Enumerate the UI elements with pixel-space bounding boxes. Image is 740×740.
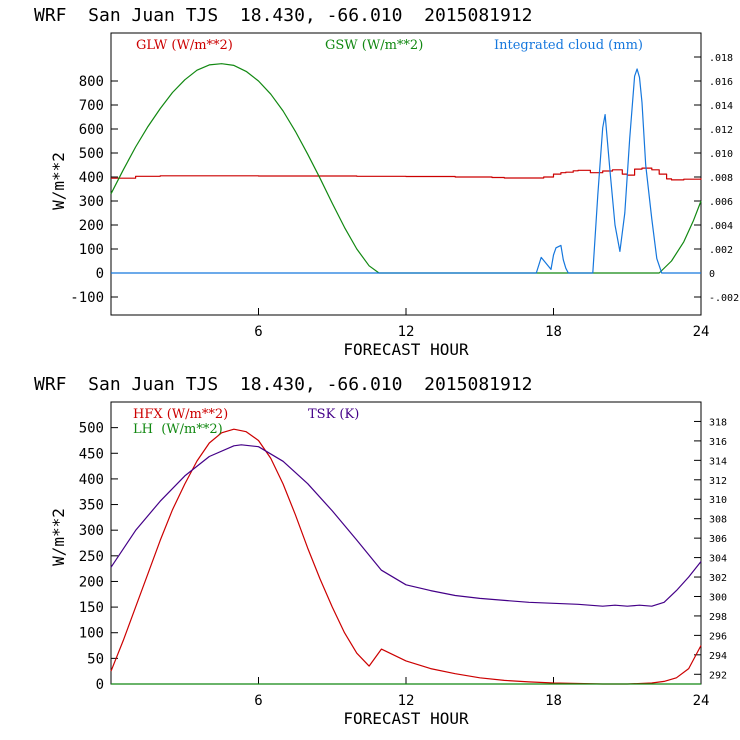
- y2-tick-label: 314: [709, 456, 727, 467]
- y-tick-label: 600: [79, 122, 104, 138]
- y2-tick-label: .012: [709, 125, 733, 136]
- y2-tick-label: 296: [709, 631, 727, 642]
- y2-tick-label: .008: [709, 173, 733, 184]
- panel-1-series: [110, 63, 702, 274]
- y2-tick-label: 292: [709, 670, 727, 681]
- y-tick-label: 300: [79, 194, 104, 210]
- panel-2-plot-frame: [110, 401, 702, 685]
- x-tick-label: 12: [398, 324, 415, 340]
- panel-1-x-axis: 6 12 18 24: [254, 308, 709, 340]
- panel-2-x-axis: 6 12 18 24: [254, 677, 709, 709]
- y-tick-label: 100: [79, 626, 104, 642]
- legend-integrated-cloud: Integrated cloud (mm): [494, 38, 643, 53]
- y2-tick-label: .016: [709, 77, 733, 88]
- y2-tick-label: .006: [709, 197, 733, 208]
- y-tick-label: 700: [79, 98, 104, 114]
- panel-1-y-axis: -100 0 100 200 300 400 500 600 700 800: [70, 74, 118, 306]
- y-tick-label: 400: [79, 472, 104, 488]
- panel-1-y-axis-label: W/m**2: [49, 152, 68, 210]
- legend-gsw: GSW (W/m**2): [325, 38, 423, 53]
- panel-2-header: WRF San Juan TJS 18.430, -66.010 2015081…: [34, 374, 533, 395]
- y-tick-label: -100: [70, 290, 104, 306]
- y2-tick-label: 318: [709, 417, 727, 428]
- panel-2-y-axis-label: W/m**2: [49, 508, 68, 566]
- y-tick-label: 200: [79, 574, 104, 590]
- y2-tick-label: 310: [709, 495, 727, 506]
- y-tick-label: 350: [79, 498, 104, 514]
- y2-tick-label: 302: [709, 573, 727, 584]
- x-tick-label: 18: [545, 324, 562, 340]
- legend-glw: GLW (W/m**2): [136, 38, 233, 53]
- panel-fluxes: WRF San Juan TJS 18.430, -66.010 2015081…: [34, 374, 727, 728]
- y2-tick-label: .002: [709, 245, 733, 256]
- panel-2-y2-axis: 292 294 296 298 300 302 304 306 308 310 312 314 316 3…: [694, 417, 727, 681]
- y2-tick-label: -.002: [709, 293, 739, 304]
- y2-tick-label: 300: [709, 592, 727, 603]
- series-line-hfx: [110, 428, 702, 685]
- x-tick-label: 24: [693, 324, 710, 340]
- x-tick-label: 18: [545, 693, 562, 709]
- y-tick-label: 300: [79, 523, 104, 539]
- y2-tick-label: 304: [709, 554, 727, 565]
- series-line-tsk: [110, 444, 702, 607]
- y-tick-label: 50: [87, 651, 104, 667]
- y-tick-label: 0: [96, 677, 104, 693]
- y2-tick-label: 316: [709, 437, 727, 448]
- y2-tick-label: .014: [709, 101, 733, 112]
- y-tick-label: 0: [96, 266, 104, 282]
- panel-1-y2-axis: -.002 0 .002 .004 .006 .008 .010 .012 .014 .016 .0…: [694, 53, 739, 304]
- y-tick-label: 200: [79, 218, 104, 234]
- x-tick-label: 24: [693, 693, 710, 709]
- x-tick-label: 12: [398, 693, 415, 709]
- y-tick-label: 100: [79, 242, 104, 258]
- y2-tick-label: 312: [709, 476, 727, 487]
- y-tick-label: 400: [79, 170, 104, 186]
- legend-lh: LH (W/m**2): [133, 422, 223, 437]
- y2-tick-label: 308: [709, 515, 727, 526]
- panel-1-header: WRF San Juan TJS 18.430, -66.010 2015081…: [34, 5, 533, 26]
- panel-radiation: WRF San Juan TJS 18.430, -66.010 2015081…: [34, 5, 739, 359]
- series-line-gsw: [110, 63, 702, 274]
- y-tick-label: 500: [79, 146, 104, 162]
- legend-tsk: TSK (K): [308, 407, 359, 422]
- panel-2-y-axis: 0 50 100 150 200 250 300 350 400 450 500: [79, 421, 118, 693]
- legend-hfx: HFX (W/m**2): [133, 407, 228, 422]
- y2-tick-label: 294: [709, 651, 727, 662]
- y2-tick-label: .010: [709, 149, 733, 160]
- y2-tick-label: 298: [709, 612, 727, 623]
- y2-tick-label: 0: [709, 269, 715, 280]
- series-line-glw: [111, 167, 702, 181]
- x-tick-label: 6: [254, 324, 262, 340]
- panel-2-x-axis-label: FORECAST HOUR: [343, 709, 469, 728]
- y-tick-label: 150: [79, 600, 104, 616]
- series-line-integrated: [111, 68, 701, 274]
- y2-tick-label: 306: [709, 534, 727, 545]
- panel-1-x-axis-label: FORECAST HOUR: [343, 340, 469, 359]
- y2-tick-label: .004: [709, 221, 733, 232]
- y-tick-label: 500: [79, 421, 104, 437]
- y-tick-label: 250: [79, 549, 104, 565]
- x-tick-label: 6: [254, 693, 262, 709]
- panel-2-series: [110, 428, 702, 685]
- y-tick-label: 450: [79, 446, 104, 462]
- y-tick-label: 800: [79, 74, 104, 90]
- y2-tick-label: .018: [709, 53, 733, 64]
